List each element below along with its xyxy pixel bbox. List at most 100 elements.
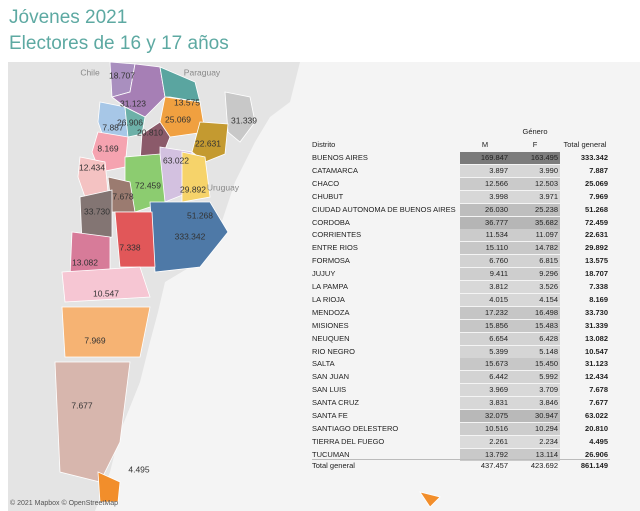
province-label: 31.339 bbox=[231, 115, 257, 125]
value-cell: 20.810 bbox=[585, 423, 608, 433]
value-cell: 9.411 bbox=[460, 268, 510, 281]
district-cell: JUJUY bbox=[312, 269, 336, 279]
value-cell: 3.831 bbox=[460, 397, 510, 410]
value-cell: 29.892 bbox=[585, 243, 608, 253]
value-cell: 13.792 bbox=[460, 448, 510, 461]
value-cell: 3.709 bbox=[510, 384, 560, 397]
value-cell: 15.483 bbox=[510, 319, 560, 332]
country-label: Paraguay bbox=[184, 67, 221, 77]
value-cell: 17.232 bbox=[460, 306, 510, 319]
province-label: 72.459 bbox=[135, 180, 161, 190]
value-cell: 18.707 bbox=[585, 269, 608, 279]
value-cell: 7.969 bbox=[589, 191, 608, 201]
district-cell: CHUBUT bbox=[312, 191, 344, 201]
value-cell: 6.442 bbox=[460, 371, 510, 384]
total-cell: 861.149 bbox=[560, 459, 610, 471]
value-cell: 9.296 bbox=[510, 268, 560, 281]
district-cell: CORDOBA bbox=[312, 217, 350, 227]
value-cell: 31.123 bbox=[585, 359, 608, 369]
country-label: Chile bbox=[80, 67, 100, 77]
province-label: 8.169 bbox=[97, 143, 119, 153]
province-label: 7.887 bbox=[102, 122, 124, 132]
value-cell: 15.673 bbox=[460, 358, 510, 371]
value-cell: 3.969 bbox=[460, 384, 510, 397]
province-label: 20.810 bbox=[137, 127, 163, 137]
district-cell: TIERRA DEL FUEGO bbox=[312, 436, 385, 446]
value-cell: 11.534 bbox=[460, 229, 510, 242]
value-cell: 13.114 bbox=[510, 448, 560, 461]
value-cell: 35.682 bbox=[510, 216, 560, 229]
value-cell: 26.906 bbox=[585, 449, 608, 459]
value-cell: 3.526 bbox=[510, 281, 560, 293]
value-cell: 10.516 bbox=[460, 422, 510, 435]
district-cell: ENTRE RIOS bbox=[312, 243, 358, 253]
province-label: 26.906 bbox=[117, 117, 143, 127]
value-cell: 32.075 bbox=[460, 410, 510, 422]
district-cell: NEUQUEN bbox=[312, 333, 350, 343]
title: Jóvenes 2021 bbox=[9, 7, 128, 28]
value-cell: 6.760 bbox=[460, 255, 510, 268]
value-cell: 3.990 bbox=[510, 164, 560, 177]
value-cell: 333.342 bbox=[580, 153, 608, 162]
value-cell: 7.887 bbox=[589, 165, 608, 175]
value-cell: 11.097 bbox=[510, 229, 560, 242]
value-cell: 25.238 bbox=[510, 203, 560, 216]
value-cell: 13.082 bbox=[585, 333, 608, 343]
district-cell: LA RIOJA bbox=[312, 294, 345, 304]
value-cell: 3.998 bbox=[460, 190, 510, 203]
column-header: Distrito bbox=[312, 140, 336, 149]
value-cell: 8.169 bbox=[589, 294, 608, 304]
district-cell: TUCUMAN bbox=[312, 449, 350, 459]
district-cell: SALTA bbox=[312, 359, 335, 369]
province-label: 7.338 bbox=[119, 242, 141, 252]
district-cell: CATAMARCA bbox=[312, 165, 358, 175]
value-cell: 15.450 bbox=[510, 358, 560, 371]
province-label: 31.123 bbox=[120, 98, 146, 108]
column-header: Total general bbox=[563, 140, 607, 149]
province-label: 63.022 bbox=[163, 155, 189, 165]
value-cell: 16.498 bbox=[510, 306, 560, 319]
district-cell: CHACO bbox=[312, 178, 340, 188]
province-label: 18.707 bbox=[109, 70, 135, 80]
district-cell: BUENOS AIRES bbox=[312, 153, 368, 162]
value-cell: 7.338 bbox=[589, 282, 608, 291]
district-cell: SANTA FE bbox=[312, 411, 348, 420]
province-label: 22.631 bbox=[195, 138, 221, 148]
district-cell: LA PAMPA bbox=[312, 282, 348, 291]
value-cell: 36.777 bbox=[460, 216, 510, 229]
value-cell: 30.947 bbox=[510, 410, 560, 422]
province-label: 7.678 bbox=[112, 191, 134, 201]
value-cell: 6.428 bbox=[510, 332, 560, 345]
value-cell: 163.495 bbox=[510, 152, 560, 164]
value-cell: 63.022 bbox=[585, 411, 608, 420]
value-cell: 22.631 bbox=[585, 230, 608, 240]
province-label: 13.575 bbox=[174, 97, 200, 107]
group-header: Género bbox=[522, 127, 548, 136]
value-cell: 5.148 bbox=[510, 345, 560, 358]
district-cell: RIO NEGRO bbox=[312, 346, 355, 356]
value-cell: 15.110 bbox=[460, 242, 510, 255]
total-cell: 423.692 bbox=[510, 459, 560, 471]
value-cell: 31.339 bbox=[585, 320, 608, 330]
province-label: 10.547 bbox=[93, 288, 119, 298]
value-cell: 6.654 bbox=[460, 332, 510, 345]
value-cell: 14.782 bbox=[510, 242, 560, 255]
province-label: 13.082 bbox=[72, 257, 98, 267]
value-cell: 25.069 bbox=[585, 178, 608, 188]
provinces bbox=[54, 62, 441, 508]
value-cell: 169.847 bbox=[460, 152, 510, 164]
column-header: M bbox=[481, 140, 489, 149]
district-cell: MENDOZA bbox=[312, 307, 350, 317]
value-cell: 72.459 bbox=[585, 217, 608, 227]
total-cell: 437.457 bbox=[460, 459, 510, 471]
province-label: 333.342 bbox=[175, 231, 206, 241]
column-header: F bbox=[532, 140, 538, 149]
value-cell: 10.547 bbox=[585, 346, 608, 356]
value-cell: 2.261 bbox=[460, 435, 510, 448]
value-cell: 4.154 bbox=[510, 293, 560, 306]
value-cell: 15.856 bbox=[460, 319, 510, 332]
value-cell: 7.677 bbox=[589, 398, 608, 408]
value-cell: 5.992 bbox=[510, 371, 560, 384]
value-cell: 3.897 bbox=[460, 164, 510, 177]
district-cell: SANTA CRUZ bbox=[312, 398, 359, 408]
